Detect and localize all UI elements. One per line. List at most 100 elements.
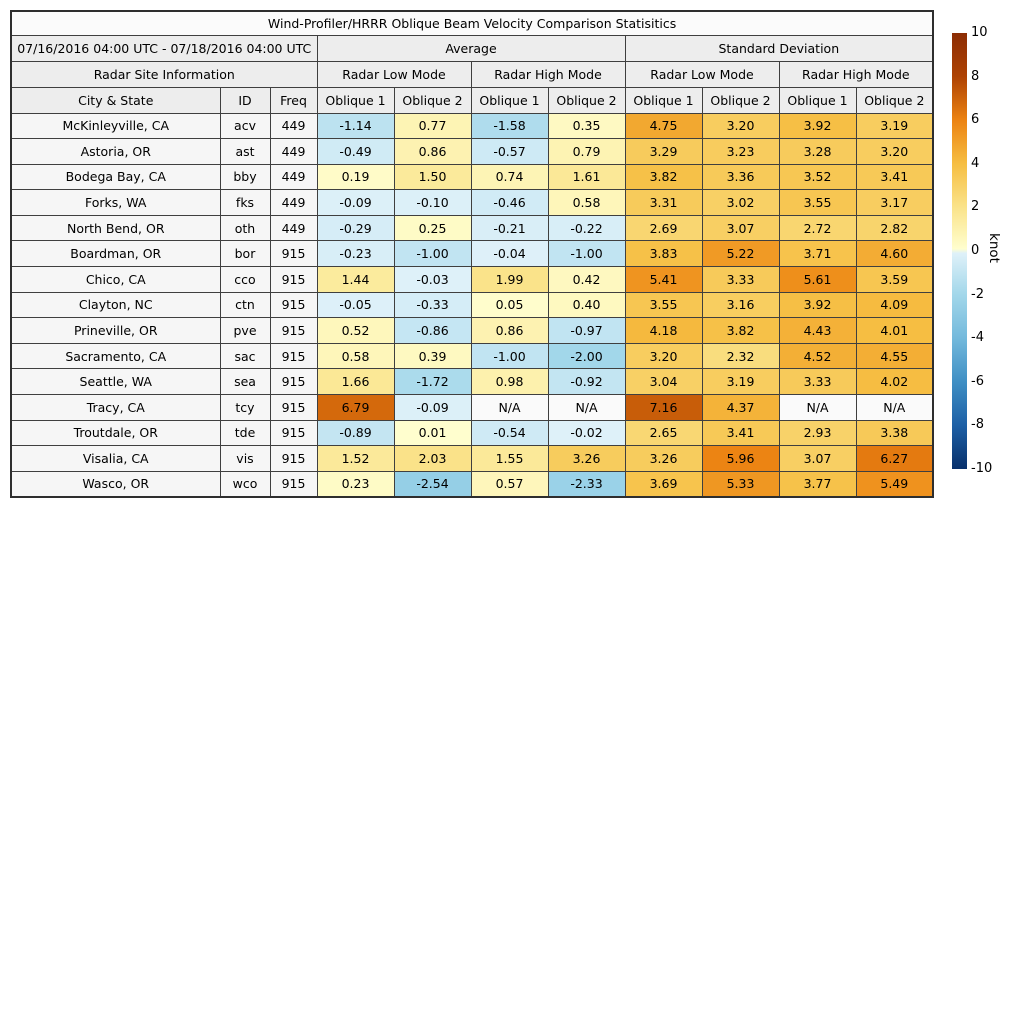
value-cell: 3.23 xyxy=(701,138,780,165)
value-cell: 3.83 xyxy=(624,240,703,268)
value-cell: 1.66 xyxy=(316,368,395,396)
section-radar-site-information: Radar Site Information xyxy=(10,60,318,88)
col-header-oblique2: Oblique 2 xyxy=(547,86,626,114)
value-cell: 0.57 xyxy=(470,470,549,498)
value-cell: 0.05 xyxy=(470,291,549,319)
value-cell: 5.33 xyxy=(701,470,780,498)
city-cell: Boardman, OR xyxy=(10,240,221,268)
value-cell: -0.49 xyxy=(316,138,395,165)
city-cell: Sacramento, CA xyxy=(10,342,221,370)
value-cell: 3.41 xyxy=(855,163,934,191)
freq-cell: 915 xyxy=(269,394,318,421)
id-cell: sea xyxy=(219,368,271,396)
table-body: McKinleyville, CA acv 449 -1.14 0.77 -1.58 0.3… xyxy=(10,112,934,498)
id-cell: ctn xyxy=(219,291,271,319)
value-cell: 5.22 xyxy=(701,240,780,268)
value-cell: 0.52 xyxy=(316,317,395,344)
value-cell: 2.03 xyxy=(393,445,472,472)
value-cell: -0.05 xyxy=(316,291,395,319)
id-cell: fks xyxy=(219,189,271,216)
value-cell: -0.21 xyxy=(470,214,549,242)
table-row: Chico, CA cco 915 1.44 -0.03 1.99 0.42 5.41 3.33… xyxy=(10,266,934,293)
value-cell: 4.60 xyxy=(855,240,934,268)
value-cell: -0.57 xyxy=(470,138,549,165)
id-cell: ast xyxy=(219,138,271,165)
city-cell: Visalia, CA xyxy=(10,445,221,472)
colorbar-tick-label: 0 xyxy=(971,243,980,258)
value-cell: 1.55 xyxy=(470,445,549,472)
value-cell: -1.00 xyxy=(470,342,549,370)
city-cell: Wasco, OR xyxy=(10,470,221,498)
value-cell: -0.23 xyxy=(316,240,395,268)
value-cell: 0.86 xyxy=(470,317,549,344)
section-std-radar-low-mode: Radar Low Mode xyxy=(624,60,780,88)
value-cell: 3.92 xyxy=(778,291,857,319)
freq-cell: 449 xyxy=(269,112,318,140)
value-cell: 0.19 xyxy=(316,163,395,191)
id-cell: bor xyxy=(219,240,271,268)
colorbar-tick-label: -6 xyxy=(971,373,984,389)
freq-cell: 449 xyxy=(269,189,318,216)
value-cell: 3.02 xyxy=(701,189,780,216)
value-cell: -0.04 xyxy=(470,240,549,268)
value-cell: -1.00 xyxy=(393,240,472,268)
freq-cell: 915 xyxy=(269,240,318,268)
value-cell: 0.79 xyxy=(547,138,626,165)
freq-cell: 449 xyxy=(269,138,318,165)
value-cell: -0.92 xyxy=(547,368,626,396)
value-cell: -0.46 xyxy=(470,189,549,216)
value-cell: 1.61 xyxy=(547,163,626,191)
value-cell: 0.42 xyxy=(547,266,626,293)
colorbar-tick-label: 2 xyxy=(971,199,980,215)
value-cell: 4.18 xyxy=(624,317,703,344)
colorbar-tick-label: 8 xyxy=(971,68,980,84)
value-cell: 3.59 xyxy=(855,266,934,293)
col-header-id: ID xyxy=(219,86,271,114)
value-cell: -0.10 xyxy=(393,189,472,216)
value-cell: -1.14 xyxy=(316,112,395,140)
value-cell: N/A xyxy=(470,394,549,421)
freq-cell: 915 xyxy=(269,368,318,396)
section-avg-radar-low-mode: Radar Low Mode xyxy=(316,60,472,88)
value-cell: 3.33 xyxy=(778,368,857,396)
value-cell: 2.65 xyxy=(624,419,703,447)
value-cell: -2.00 xyxy=(547,342,626,370)
id-cell: vis xyxy=(219,445,271,472)
id-cell: sac xyxy=(219,342,271,370)
value-cell: 2.32 xyxy=(701,342,780,370)
table-row: Wasco, OR wco 915 0.23 -2.54 0.57 -2.33 3.69 5.3… xyxy=(10,470,934,498)
value-cell: 0.86 xyxy=(393,138,472,165)
value-cell: 3.77 xyxy=(778,470,857,498)
value-cell: 7.16 xyxy=(624,394,703,421)
col-header-oblique2: Oblique 2 xyxy=(393,86,472,114)
value-cell: 4.37 xyxy=(701,394,780,421)
colorbar-tick-label: 6 xyxy=(971,112,980,128)
value-cell: 3.82 xyxy=(624,163,703,191)
city-cell: Seattle, WA xyxy=(10,368,221,396)
value-cell: 3.19 xyxy=(855,112,934,140)
id-cell: oth xyxy=(219,214,271,242)
col-header-city-state: City & State xyxy=(10,86,221,114)
city-cell: Chico, CA xyxy=(10,266,221,293)
value-cell: -0.22 xyxy=(547,214,626,242)
colorbar-axis-label: knot xyxy=(986,233,1002,263)
value-cell: N/A xyxy=(778,394,857,421)
value-cell: 5.61 xyxy=(778,266,857,293)
value-cell: 3.41 xyxy=(701,419,780,447)
value-cell: 2.72 xyxy=(778,214,857,242)
freq-cell: 915 xyxy=(269,342,318,370)
colorbar-tick-label: -10 xyxy=(971,461,993,476)
colorbar-tick-label: -2 xyxy=(971,286,984,302)
freq-cell: 915 xyxy=(269,291,318,319)
group-header-average: Average xyxy=(316,34,626,62)
value-cell: -1.00 xyxy=(547,240,626,268)
value-cell: 4.09 xyxy=(855,291,934,319)
value-cell: 3.20 xyxy=(855,138,934,165)
value-cell: 3.92 xyxy=(778,112,857,140)
col-header-oblique1: Oblique 1 xyxy=(470,86,549,114)
table-row: Prineville, OR pve 915 0.52 -0.86 0.86 -0.97 4.… xyxy=(10,317,934,344)
value-cell: -2.54 xyxy=(393,470,472,498)
colorbar-tick-label: 10 xyxy=(971,25,988,40)
value-cell: -1.58 xyxy=(470,112,549,140)
